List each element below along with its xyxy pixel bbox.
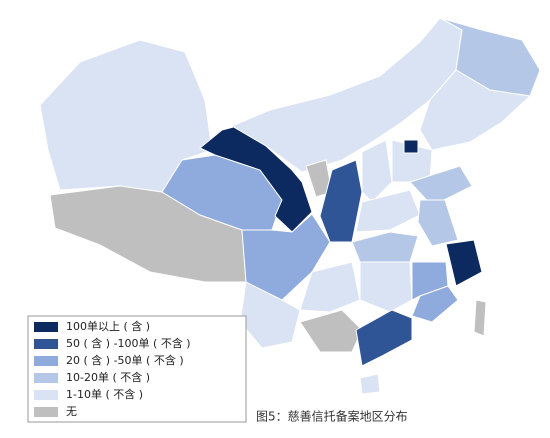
legend-label: 20 ( 含 ) -50单 ( 不含 ): [66, 353, 184, 367]
legend-swatch: [34, 407, 58, 417]
legend-box: [27, 315, 247, 423]
region-layer: [39, 17, 541, 395]
region: [445, 239, 483, 287]
region: [403, 139, 419, 154]
region: [299, 309, 363, 353]
legend-swatch: [34, 339, 58, 349]
region: [411, 285, 459, 323]
region: [419, 69, 532, 151]
region: [351, 231, 419, 263]
legend: 100单以上 ( 含 ) 50 ( 含 ) -100单 ( 不含 ) 20 ( 含 …: [34, 319, 191, 418]
region: [39, 39, 213, 193]
legend-swatch: [34, 390, 58, 400]
region: [409, 165, 473, 207]
region: [361, 139, 393, 203]
region: [299, 261, 361, 313]
region: [359, 373, 381, 395]
legend-label: 10-20单 ( 不含 ): [66, 370, 150, 384]
legend-swatch: [34, 322, 58, 332]
region: [355, 189, 421, 233]
legend-swatch: [34, 373, 58, 383]
caption: 图5：慈善信托备案地区分布: [256, 409, 408, 424]
legend-label: 100单以上 ( 含 ): [66, 319, 150, 333]
region: [417, 199, 459, 247]
region: [355, 309, 413, 367]
region: [359, 261, 413, 313]
legend-label: 1-10单 ( 不含 ): [66, 387, 143, 401]
legend-swatch: [34, 356, 58, 366]
region: [473, 299, 487, 337]
legend-label: 50 ( 含 ) -100单 ( 不含 ): [66, 336, 191, 350]
legend-label: 无: [66, 405, 77, 418]
